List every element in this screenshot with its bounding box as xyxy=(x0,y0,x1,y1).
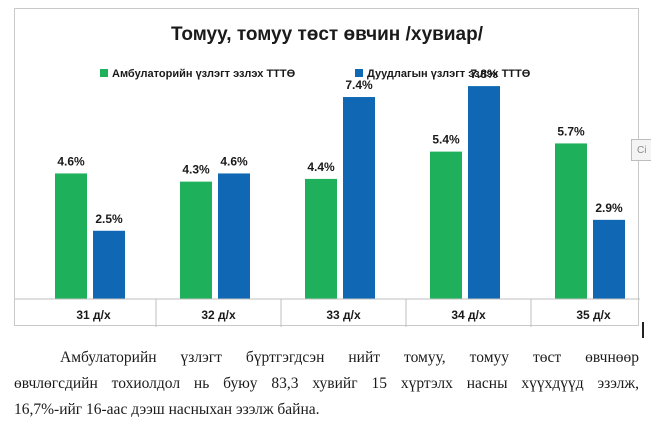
data-label: 4.6% xyxy=(220,154,248,168)
bar-ambulatory-5 xyxy=(555,143,587,299)
legend-label-ambulatory: Амбулаторийн үзлэгт эзлэх ТТТӨ xyxy=(112,68,296,80)
bar-calls-3 xyxy=(343,97,375,299)
bar-ambulatory-1 xyxy=(55,173,87,299)
data-labels: 4.6% 2.5% 4.3% 4.6% 4.4% 7.4% 5.4% 7.8% 5.7% 2.9% xyxy=(57,67,623,226)
x-axis-ticks: 31 д/х 32 д/х 33 д/х 34 д/х 35 д/х xyxy=(76,299,611,327)
data-label: 5.4% xyxy=(432,133,460,147)
chart-area: Томуу, томуу төст өвчин /хувиар/ Амбулат… xyxy=(14,8,640,327)
bar-ambulatory-4 xyxy=(430,151,462,299)
x-tick-label: 32 д/х xyxy=(201,308,236,322)
bar-calls-5 xyxy=(593,219,625,299)
caption-line: Амбулаторийн үзлэгт бүртгэгдсэн нийт том… xyxy=(60,349,639,366)
x-tick-label: 31 д/х xyxy=(76,308,111,322)
caption-paragraph: Амбулаторийн үзлэгт бүртгэгдсэн нийт том… xyxy=(14,345,639,423)
bar-calls-4 xyxy=(468,86,500,299)
chart-title: Томуу, томуу төст өвчин /хувиар/ xyxy=(171,24,484,45)
data-label: 2.9% xyxy=(595,201,623,215)
data-label: 4.4% xyxy=(307,160,335,174)
data-label: 4.6% xyxy=(57,154,85,168)
window-edge-mark xyxy=(642,322,644,338)
data-label: 4.3% xyxy=(182,163,210,177)
side-tab[interactable]: Ci xyxy=(631,139,651,161)
bars xyxy=(55,86,625,299)
x-tick-label: 34 д/х xyxy=(451,308,486,322)
legend-swatch-ambulatory xyxy=(100,69,108,77)
bar-calls-2 xyxy=(218,173,250,299)
data-label: 7.4% xyxy=(345,78,373,92)
bar-calls-1 xyxy=(93,230,125,299)
caption-line: өвчлөгсдийн тохиолдол нь буюу 83,3 хувий… xyxy=(14,375,639,392)
caption-line: 16,7%-ийг 16-аас дээш насныхан эзэлж бай… xyxy=(14,401,320,418)
x-tick-label: 35 д/х xyxy=(576,308,611,322)
bar-chart: Томуу, томуу төст өвчин /хувиар/ Амбулат… xyxy=(15,24,640,327)
x-tick-label: 33 д/х xyxy=(326,308,361,322)
bar-ambulatory-2 xyxy=(180,181,212,299)
data-label: 5.7% xyxy=(557,124,585,138)
legend-label-calls: Дуудлагын үзлэгт эзлэх ТТТӨ xyxy=(367,68,531,80)
data-label: 2.5% xyxy=(95,212,123,226)
legend-swatch-calls xyxy=(355,69,363,77)
legend: Амбулаторийн үзлэгт эзлэх ТТТӨ Дуудлагын… xyxy=(100,68,531,80)
data-label: 7.8% xyxy=(470,67,498,81)
bar-ambulatory-3 xyxy=(305,178,337,299)
